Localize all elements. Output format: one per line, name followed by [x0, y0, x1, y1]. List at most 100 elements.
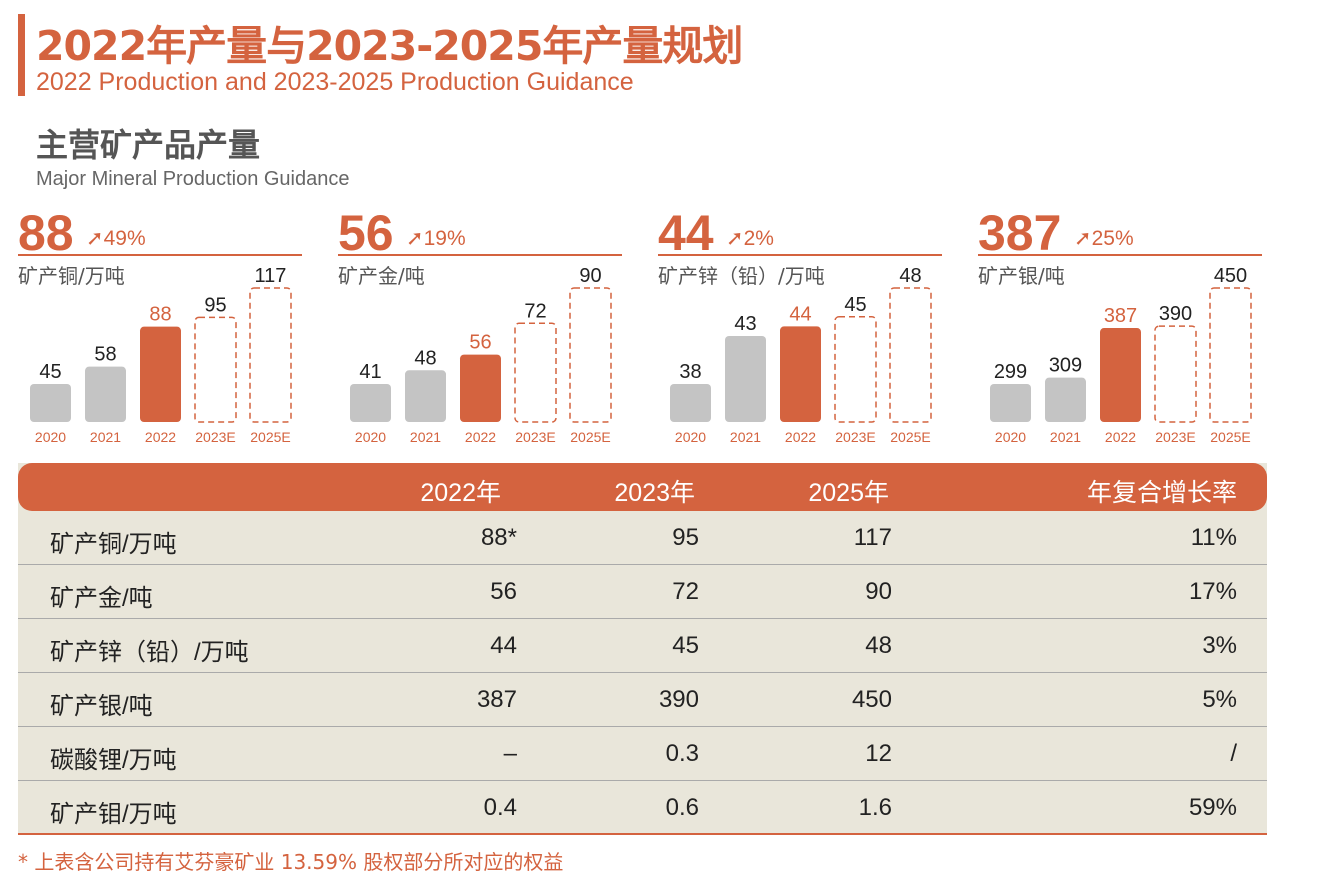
- col-header: 年复合增长率: [1086, 479, 1237, 507]
- table-cell: 0.4: [483, 794, 517, 821]
- table-cell: 72: [672, 578, 699, 605]
- x-tick-label: 2022: [465, 429, 496, 445]
- headline-value: 88: [18, 205, 74, 261]
- divider: [978, 254, 1262, 256]
- bar-2022: [460, 354, 501, 422]
- table-row: 矿产铜/万吨 88* 95 117 11%: [18, 511, 1267, 565]
- data-label: 44: [789, 303, 811, 325]
- x-tick-label: 2022: [1105, 429, 1136, 445]
- table-cell: 碳酸锂/万吨: [50, 747, 177, 774]
- table-row: 矿产银/吨 387 390 450 5%: [18, 673, 1267, 727]
- col-header: 2023年: [614, 479, 695, 507]
- table-cell: 矿产钼/万吨: [50, 801, 177, 828]
- col-header: 2025年: [808, 479, 889, 507]
- data-label: 38: [679, 361, 701, 383]
- growth-value: 49%: [103, 227, 146, 250]
- table-cell: 矿产锌（铅）/万吨: [50, 639, 249, 666]
- section-title: 主营矿产品产量: [36, 126, 261, 164]
- bar-2021: [1045, 377, 1086, 422]
- bar-2020: [350, 384, 391, 422]
- bar-2023E: [1154, 325, 1197, 423]
- growth-value: 25%: [1091, 227, 1134, 250]
- table-row: 矿产金/吨 56 72 90 17%: [18, 565, 1267, 619]
- x-tick-label: 2020: [675, 429, 706, 445]
- data-label: 41: [359, 361, 381, 383]
- data-label: 309: [1049, 355, 1082, 377]
- arrow-up-icon: ➚: [86, 227, 104, 250]
- production-table: 2022年 2023年 2025年 年复合增长率 矿产铜/万吨 88* 95 117 1…: [18, 463, 1267, 833]
- arrow-up-icon: ➚: [1074, 227, 1092, 250]
- bar-2022: [1100, 328, 1141, 422]
- unit-label: 矿产金/吨: [338, 264, 425, 288]
- growth-indicator: ➚25%: [1074, 226, 1134, 251]
- table-row: 矿产钼/万吨 0.4 0.6 1.6 59%: [18, 781, 1267, 835]
- x-tick-label: 2023E: [1155, 429, 1195, 445]
- chart-panel: 88 ➚49% 矿产铜/万吨 45 2020 58 2021 88 2022 95 2023E 1…: [18, 200, 302, 450]
- x-tick-label: 2021: [410, 429, 441, 445]
- bar-chart: 38 2020 43 2021 44 2022 45 2023E 48 2025E: [670, 265, 932, 445]
- table-cell: 56: [490, 578, 517, 605]
- x-tick-label: 2022: [785, 429, 816, 445]
- chart-panel: 56 ➚19% 矿产金/吨 41 2020 48 2021 56 2022 72 2023E 90…: [338, 200, 622, 450]
- table-cell: /: [1230, 740, 1237, 767]
- bar-chart: 299 2020 309 2021 387 2022 390 2023E 450 2025E: [990, 265, 1252, 445]
- table-cell: 11%: [1190, 524, 1237, 551]
- table-cell: 17%: [1188, 578, 1237, 605]
- bar-2022: [140, 326, 181, 422]
- bar-2021: [405, 370, 446, 422]
- bar-2020: [30, 384, 71, 422]
- x-tick-label: 2025E: [890, 429, 930, 445]
- bar-2025E: [889, 287, 932, 423]
- data-label: 45: [844, 294, 866, 316]
- data-label: 95: [204, 294, 226, 316]
- data-label: 58: [94, 344, 116, 366]
- divider: [18, 254, 302, 256]
- x-tick-label: 2025E: [250, 429, 290, 445]
- x-tick-label: 2020: [355, 429, 386, 445]
- data-label: 72: [524, 300, 546, 322]
- x-tick-label: 2025E: [570, 429, 610, 445]
- data-label: 43: [734, 313, 756, 335]
- table-cell: 390: [658, 686, 699, 713]
- data-label: 88: [149, 304, 171, 326]
- table-cell: 90: [865, 578, 892, 605]
- bar-2025E: [1209, 287, 1252, 423]
- x-tick-label: 2025E: [1210, 429, 1250, 445]
- table-row: 碳酸锂/万吨 – 0.3 12 /: [18, 727, 1267, 781]
- arrow-up-icon: ➚: [726, 227, 744, 250]
- data-label: 90: [579, 265, 601, 287]
- divider: [658, 254, 942, 256]
- data-label: 299: [994, 361, 1027, 383]
- growth-value: 19%: [423, 227, 466, 250]
- bar-chart: 41 2020 48 2021 56 2022 72 2023E 90 2025E: [350, 265, 612, 445]
- title-accent-bar: [18, 14, 25, 96]
- x-tick-label: 2023E: [195, 429, 235, 445]
- table-cell: 1.6: [858, 794, 892, 821]
- table-cell: 矿产金/吨: [50, 585, 153, 612]
- growth-indicator: ➚2%: [726, 226, 774, 251]
- growth-indicator: ➚49%: [86, 226, 146, 251]
- data-label: 117: [255, 265, 287, 287]
- x-tick-label: 2023E: [835, 429, 875, 445]
- x-tick-label: 2023E: [515, 429, 555, 445]
- bar-2025E: [569, 287, 612, 423]
- table-cell: 5%: [1202, 686, 1237, 713]
- data-label: 48: [899, 265, 921, 287]
- bar-2023E: [834, 316, 877, 423]
- table-cell: 88*: [480, 524, 517, 551]
- x-tick-label: 2022: [145, 429, 176, 445]
- bar-2021: [725, 336, 766, 422]
- data-label: 48: [414, 347, 436, 369]
- table-cell: 387: [476, 686, 517, 713]
- x-tick-label: 2021: [1050, 429, 1081, 445]
- bar-2020: [990, 384, 1031, 422]
- bar-2021: [85, 366, 126, 422]
- table-cell: 12: [865, 740, 892, 767]
- arrow-up-icon: ➚: [406, 227, 424, 250]
- x-tick-label: 2021: [730, 429, 761, 445]
- page-subtitle: 2022 Production and 2023-2025 Production…: [36, 68, 634, 96]
- table-cell: 矿产银/吨: [50, 693, 153, 720]
- unit-label: 矿产锌（铅）/万吨: [658, 264, 825, 288]
- page-title: 2022年产量与2023-2025年产量规划: [36, 22, 743, 70]
- bar-2025E: [249, 287, 292, 423]
